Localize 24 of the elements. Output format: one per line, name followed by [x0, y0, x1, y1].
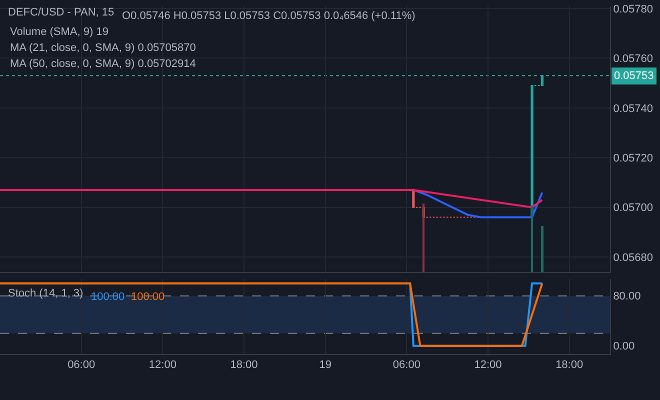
- x-tick-label: 06:00: [68, 359, 96, 372]
- y-tick-label: 80.00: [613, 290, 641, 303]
- x-tick-label: 18:00: [556, 359, 584, 372]
- annotation: MA (21, close, 0, SMA, 9) 0.05705870: [10, 42, 196, 54]
- y-tick-label: 0.05740: [613, 102, 653, 115]
- annotation: 100.00: [131, 291, 165, 303]
- x-tick-label: 18:00: [230, 359, 258, 372]
- annotation: MA (50, close, 0, SMA, 9) 0.05702914: [10, 58, 196, 70]
- annotation: O0.05746 H0.05753 L0.05753 C0.05753 0.0₄6546 (+0.11%): [122, 10, 416, 22]
- y-tick-label: 0.05680: [613, 252, 653, 264]
- annotation: Volume (SMA, 9) 19: [10, 26, 108, 38]
- annotation: 100.00: [91, 291, 125, 303]
- y-tick-label: 0.05700: [613, 202, 653, 214]
- y-tick-label: 0.05760: [613, 53, 653, 66]
- x-tick-label: 19: [319, 359, 332, 372]
- y-tick-label: 0.05780: [613, 3, 653, 16]
- x-tick-label: 06:00: [392, 359, 420, 372]
- y-tick-label: 0.05720: [613, 152, 653, 164]
- candlestick: [412, 189, 415, 208]
- y-tick-label: 0.00: [613, 340, 635, 353]
- ref-line-label: 0.05753: [614, 70, 654, 82]
- x-tick-label: 12:00: [148, 359, 176, 372]
- chart-title: DEFC/USD - PAN, 15: [8, 6, 114, 19]
- x-tick-label: 12:00: [474, 359, 502, 372]
